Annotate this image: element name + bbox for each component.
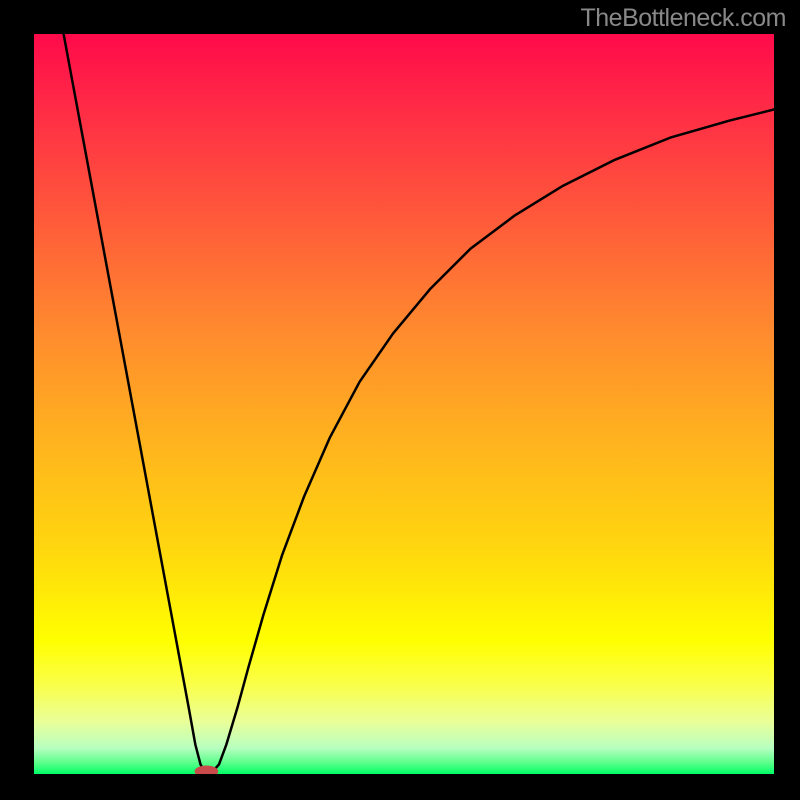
chart-container: TheBottleneck.com [0, 0, 800, 800]
attribution-text: TheBottleneck.com [581, 4, 787, 33]
gradient-background [34, 34, 774, 774]
plot-svg [34, 34, 774, 774]
